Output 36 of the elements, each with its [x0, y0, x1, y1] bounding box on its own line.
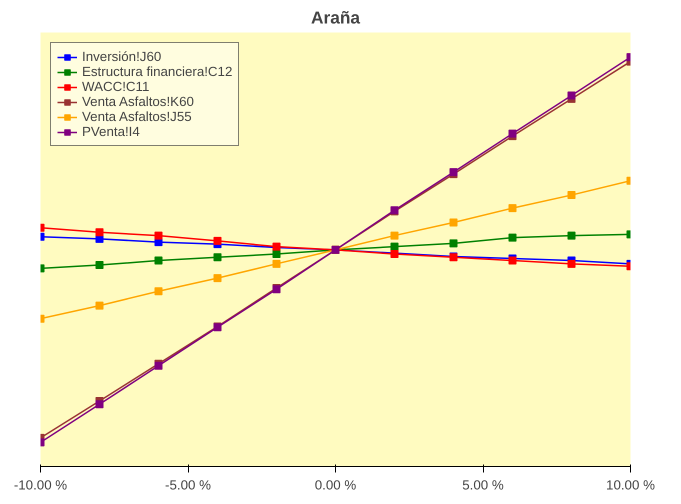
x-tick-label: 5.00 % [462, 478, 504, 492]
point [214, 253, 222, 262]
point [450, 239, 458, 248]
point [214, 236, 222, 245]
point [154, 287, 162, 296]
point [390, 242, 398, 251]
legend-label: Estructura financiera!C12 [82, 64, 232, 79]
point [508, 256, 516, 265]
point [96, 261, 104, 270]
legend-label: Venta Asfaltos!K60 [82, 94, 194, 109]
legend-label: WACC!C11 [82, 79, 150, 94]
point [272, 260, 280, 268]
x-tick-label: 0.00 % [314, 478, 356, 492]
point [450, 218, 458, 226]
chart-title: Araña [310, 8, 360, 28]
point [390, 232, 398, 240]
point [272, 250, 280, 258]
point [508, 130, 516, 138]
legend-label: Inversión!J60 [82, 49, 162, 64]
point [154, 256, 162, 265]
point [96, 228, 104, 236]
point [508, 204, 516, 212]
x-tick-label: -5.00 % [165, 478, 212, 492]
point [568, 191, 576, 200]
point [568, 260, 576, 268]
legend-label: PVenta!I4 [82, 124, 140, 139]
x-tick-label: 10.00 % [606, 478, 656, 492]
point [96, 302, 104, 310]
legend-label: Venta Asfaltos!J55 [82, 109, 192, 124]
point [214, 274, 222, 282]
x-tick-label: -10.00 % [14, 478, 68, 492]
point [568, 232, 576, 240]
point [154, 232, 162, 240]
point [568, 92, 576, 100]
point [96, 400, 104, 408]
point [508, 234, 516, 242]
